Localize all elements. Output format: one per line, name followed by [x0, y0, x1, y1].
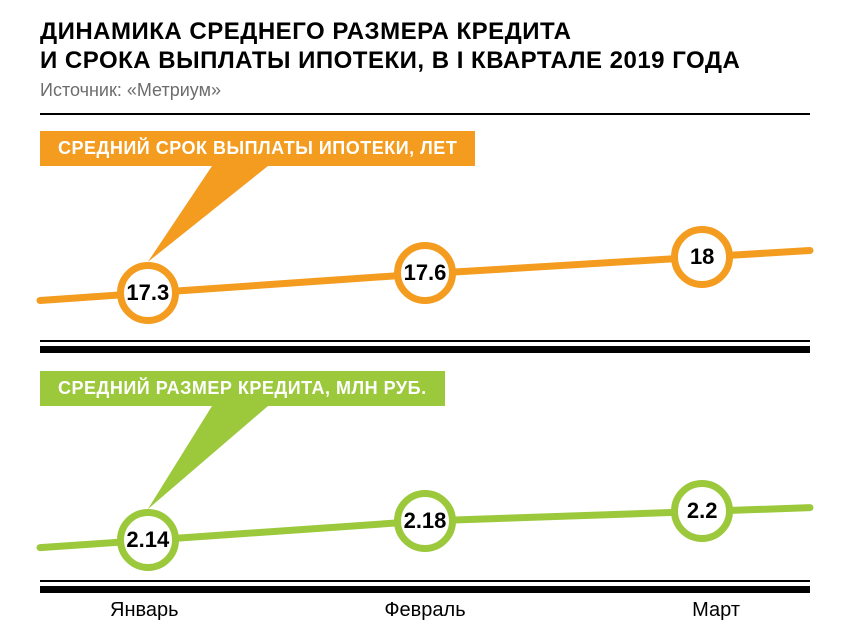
marker-value: 2.2 — [687, 498, 718, 524]
chart-inner-rule — [40, 340, 810, 342]
source-line: Источник: «Метриум» — [40, 80, 810, 101]
marker-value: 2.18 — [404, 508, 447, 534]
title-line-1: ДИНАМИКА СРЕДНЕГО РАЗМЕРА КРЕДИТА — [40, 18, 571, 45]
data-marker: 2.2 — [671, 480, 733, 542]
series-badge-term: СРЕДНИЙ СРОК ВЫПЛАТЫ ИПОТЕКИ, ЛЕТ — [40, 131, 475, 166]
data-marker: 17.6 — [394, 242, 456, 304]
data-marker: 2.18 — [394, 490, 456, 552]
marker-value: 17.3 — [126, 280, 169, 306]
chart-bottom-rule — [40, 586, 810, 593]
chart-loan-amount: СРЕДНИЙ РАЗМЕР КРЕДИТА, МЛН РУБ. 2.14 2.1… — [40, 353, 810, 593]
marker-value: 2.14 — [126, 527, 169, 553]
data-marker: 2.14 — [117, 509, 179, 571]
data-marker: 17.3 — [117, 262, 179, 324]
chart-bottom-rule — [40, 346, 810, 353]
xlabel-feb: Февраль — [256, 599, 595, 622]
series-badge-amount: СРЕДНИЙ РАЗМЕР КРЕДИТА, МЛН РУБ. — [40, 371, 445, 406]
chart-inner-rule — [40, 580, 810, 582]
chart-mortgage-term: СРЕДНИЙ СРОК ВЫПЛАТЫ ИПОТЕКИ, ЛЕТ 17.3 17… — [40, 113, 810, 353]
page-title: ДИНАМИКА СРЕДНЕГО РАЗМЕРА КРЕДИТА И СРОК… — [40, 18, 810, 76]
data-marker: 18 — [671, 226, 733, 288]
xlabel-jan: Январь — [40, 599, 256, 622]
x-axis-labels: Январь Февраль Март — [40, 599, 810, 622]
xlabel-mar: Март — [594, 599, 810, 622]
marker-value: 18 — [690, 244, 714, 270]
chart-top-rule — [40, 113, 810, 115]
title-line-2: И СРОКА ВЫПЛАТЫ ИПОТЕКИ, В I КВАРТАЛЕ 20… — [40, 47, 740, 74]
marker-value: 17.6 — [404, 260, 447, 286]
